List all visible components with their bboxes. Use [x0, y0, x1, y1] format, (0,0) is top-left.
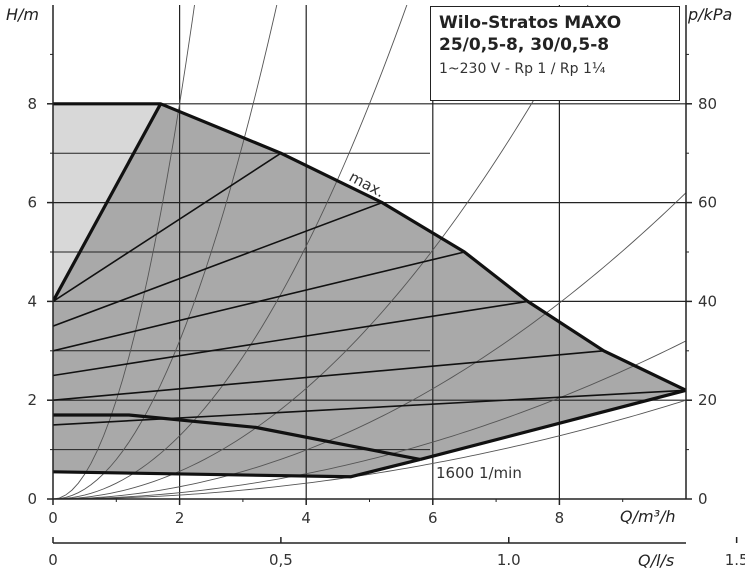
system-curve-2 [53, 5, 408, 499]
y2-tick-label: 60 [698, 194, 717, 212]
max-speed-curve [53, 102, 686, 392]
x-tick-label: 8 [555, 509, 565, 527]
x-tick-label: 4 [301, 509, 311, 527]
y2-axis-title: p/kPa [687, 5, 732, 24]
system-curve-1 [53, 5, 278, 499]
y2-tick-label: 0 [698, 490, 708, 508]
x2-tick-label: 0 [48, 551, 58, 569]
pump-curve-3 [53, 251, 465, 352]
y-tick-label: 4 [27, 292, 37, 310]
pump-curve-7 [53, 413, 421, 462]
x2-tick-label: 0,5 [269, 551, 293, 569]
x2-axis-title: Q/l/s [638, 551, 674, 570]
system-curve-0 [53, 5, 195, 499]
y2-tick-label: 80 [698, 95, 717, 113]
pump-curve-4 [53, 300, 528, 377]
y-tick-label: 6 [27, 194, 37, 212]
chart-title-line3: 1~230 V - Rp 1 / Rp 1¼ [439, 61, 606, 77]
x-tick-label: 2 [175, 509, 185, 527]
envelope-right-edge [419, 388, 686, 462]
x2-tick-label: 1.5 [725, 551, 745, 569]
system-curve-5 [53, 340, 686, 499]
x2-tick-label: 1.0 [497, 551, 521, 569]
y-axis-title: H/m [6, 5, 39, 24]
x-tick-label: 6 [428, 509, 438, 527]
y-tick-label: 0 [27, 490, 37, 508]
pump-curve-1 [53, 152, 282, 303]
y2-tick-label: 20 [698, 391, 717, 409]
x-axis-title: Q/m³/h [620, 507, 676, 526]
pump-curve-2 [53, 201, 383, 327]
operating-envelope-fill [53, 103, 686, 477]
y-tick-label: 2 [27, 391, 37, 409]
pump-curve-5 [53, 350, 604, 401]
speed-annotation: 1600 1/min [436, 464, 522, 482]
min-envelope-left-edge [53, 103, 163, 303]
pump-curve-8 [53, 457, 421, 479]
y2-tick-label: 40 [698, 292, 717, 310]
y-tick-label: 8 [27, 95, 37, 113]
chart-title-box: Wilo-Stratos MAXO 25/0,5-8, 30/0,5-8 1~2… [430, 6, 680, 101]
system-curve-6 [53, 399, 686, 499]
chart-title-line2: 25/0,5-8, 30/0,5-8 [439, 35, 610, 55]
x-tick-label: 0 [48, 509, 58, 527]
chart-title-line1: Wilo-Stratos MAXO [439, 13, 622, 33]
system-curve-4 [53, 192, 686, 499]
